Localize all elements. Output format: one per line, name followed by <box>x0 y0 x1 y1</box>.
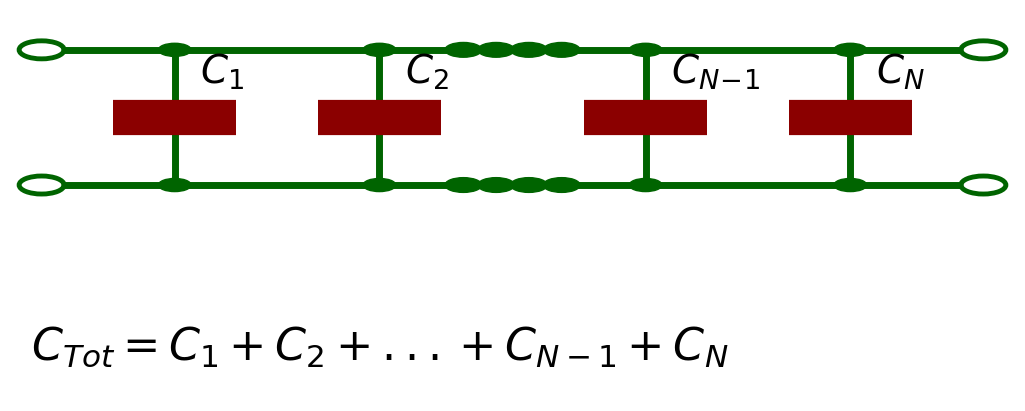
Circle shape <box>23 178 60 193</box>
Text: $C_N$: $C_N$ <box>876 52 925 92</box>
Circle shape <box>158 178 191 192</box>
Circle shape <box>629 43 662 56</box>
Circle shape <box>478 42 515 57</box>
Circle shape <box>510 42 547 57</box>
Circle shape <box>23 42 60 58</box>
Circle shape <box>445 42 482 57</box>
Circle shape <box>445 178 482 192</box>
Text: $C_1$: $C_1$ <box>200 52 244 92</box>
Circle shape <box>158 43 191 56</box>
Circle shape <box>363 43 396 56</box>
Text: $C_2$: $C_2$ <box>405 52 449 92</box>
Circle shape <box>543 42 580 57</box>
Circle shape <box>965 178 1002 193</box>
Circle shape <box>478 178 515 192</box>
Circle shape <box>363 178 396 192</box>
Circle shape <box>834 43 867 56</box>
Circle shape <box>965 42 1002 58</box>
Text: $C_{Tot} = C_1 + C_2 + ... + C_{N-1} + C_N$: $C_{Tot} = C_1 + C_2 + ... + C_{N-1} + C… <box>32 325 729 369</box>
Circle shape <box>629 178 662 192</box>
Text: $C_{N\!-\!1}$: $C_{N\!-\!1}$ <box>671 52 761 92</box>
Circle shape <box>543 178 580 192</box>
Circle shape <box>510 178 547 192</box>
Circle shape <box>834 178 867 192</box>
